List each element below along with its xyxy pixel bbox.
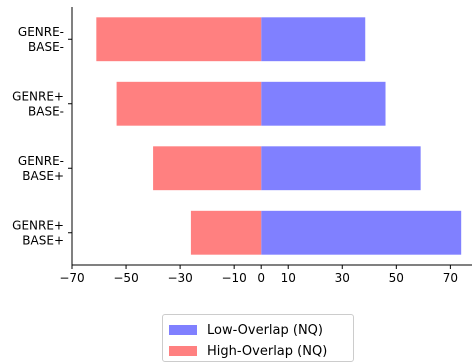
legend: Low-Overlap (NQ) High-Overlap (NQ) <box>162 314 354 362</box>
bar-low-overlap-1 <box>261 81 386 126</box>
legend-label-low-overlap: Low-Overlap (NQ) <box>207 322 323 338</box>
y-tick-label-2-0: GENRE- <box>18 154 64 168</box>
legend-swatch-low-overlap <box>169 325 197 335</box>
y-tick-label-2-1: BASE+ <box>22 169 64 183</box>
legend-swatch-high-overlap <box>169 346 197 356</box>
bar-high-overlap-0 <box>96 17 262 62</box>
bar-high-overlap-1 <box>116 81 262 126</box>
y-tick-label-0-1: BASE- <box>28 40 64 54</box>
x-tick-label-8: 70 <box>443 271 458 285</box>
bar-high-overlap-2 <box>153 146 262 191</box>
y-tick-label-1-0: GENRE+ <box>12 89 64 103</box>
legend-item-low-overlap: Low-Overlap (NQ) <box>169 321 323 339</box>
legend-item-high-overlap: High-Overlap (NQ) <box>169 342 327 360</box>
x-tick-label-6: 30 <box>335 271 350 285</box>
y-tick-label-3-0: GENRE+ <box>12 218 64 232</box>
y-tick-label-0-0: GENRE- <box>18 25 64 39</box>
x-tick-label-7: 50 <box>389 271 404 285</box>
x-tick-label-0: −70 <box>59 271 84 285</box>
x-tick-label-2: −30 <box>167 271 192 285</box>
x-tick-label-5: 10 <box>281 271 296 285</box>
bar-high-overlap-3 <box>190 210 262 255</box>
bar-low-overlap-3 <box>261 210 462 255</box>
y-tick-label-1-1: BASE- <box>28 104 64 118</box>
bar-low-overlap-2 <box>261 146 421 191</box>
legend-label-high-overlap: High-Overlap (NQ) <box>207 343 328 359</box>
x-tick-label-1: −50 <box>113 271 138 285</box>
bar-low-overlap-0 <box>261 17 366 62</box>
x-tick-label-4: 0 <box>257 271 265 285</box>
y-tick-label-3-1: BASE+ <box>22 233 64 247</box>
x-tick-label-3: −10 <box>221 271 246 285</box>
